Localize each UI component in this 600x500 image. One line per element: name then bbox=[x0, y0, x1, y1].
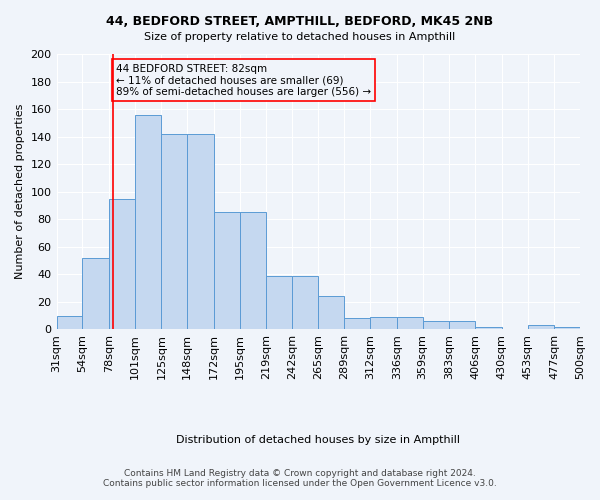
Bar bbox=[82, 258, 109, 330]
Text: Contains public sector information licensed under the Open Government Licence v3: Contains public sector information licen… bbox=[103, 478, 497, 488]
Bar bbox=[397, 317, 422, 330]
Bar bbox=[475, 326, 502, 330]
Text: Contains HM Land Registry data © Crown copyright and database right 2024.: Contains HM Land Registry data © Crown c… bbox=[124, 468, 476, 477]
Bar bbox=[134, 114, 161, 330]
Bar bbox=[292, 276, 318, 330]
Bar bbox=[109, 198, 134, 330]
Y-axis label: Number of detached properties: Number of detached properties bbox=[15, 104, 25, 280]
Bar bbox=[554, 326, 580, 330]
Bar bbox=[239, 212, 266, 330]
Bar bbox=[318, 296, 344, 330]
Bar bbox=[449, 321, 475, 330]
Bar bbox=[266, 276, 292, 330]
Bar bbox=[527, 326, 554, 330]
Bar bbox=[214, 212, 239, 330]
Bar bbox=[161, 134, 187, 330]
Text: 44, BEDFORD STREET, AMPTHILL, BEDFORD, MK45 2NB: 44, BEDFORD STREET, AMPTHILL, BEDFORD, M… bbox=[106, 15, 494, 28]
Bar bbox=[56, 316, 82, 330]
Bar bbox=[187, 134, 214, 330]
Bar bbox=[422, 321, 449, 330]
Bar bbox=[370, 317, 397, 330]
Text: 44 BEDFORD STREET: 82sqm
← 11% of detached houses are smaller (69)
89% of semi-d: 44 BEDFORD STREET: 82sqm ← 11% of detach… bbox=[116, 64, 371, 97]
Bar bbox=[344, 318, 370, 330]
X-axis label: Distribution of detached houses by size in Ampthill: Distribution of detached houses by size … bbox=[176, 435, 460, 445]
Text: Size of property relative to detached houses in Ampthill: Size of property relative to detached ho… bbox=[145, 32, 455, 42]
